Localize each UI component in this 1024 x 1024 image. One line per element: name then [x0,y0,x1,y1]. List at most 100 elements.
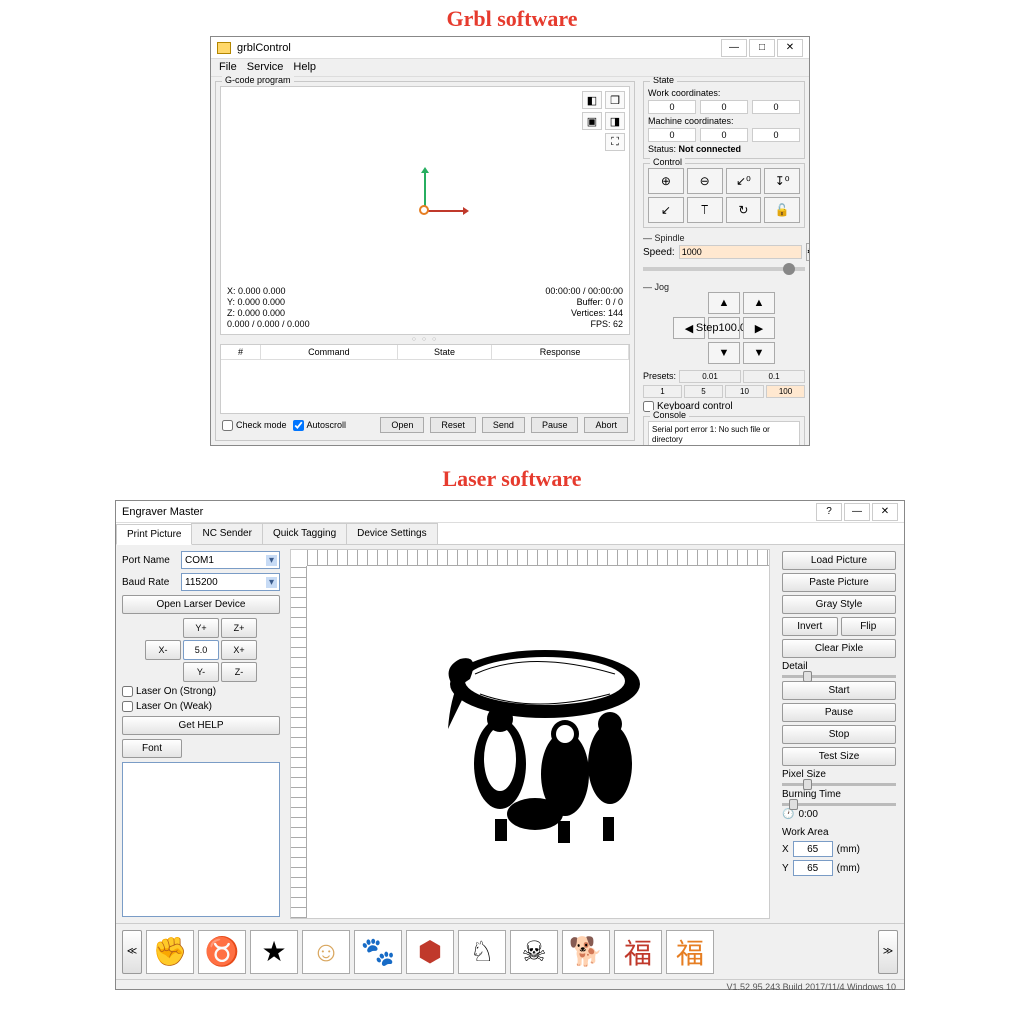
pixel-slider[interactable] [782,783,896,786]
thumbnail-2[interactable]: ★ [250,930,298,974]
spindle-slider[interactable] [643,267,805,271]
get-help-button[interactable]: Get HELP [122,716,280,735]
ctrl-zero-z-icon[interactable]: ↧⁰ [764,168,800,194]
thumbs-prev-button[interactable]: ≪ [122,930,142,974]
viewport[interactable]: ◧ ❒ ▣ ◨ ⛶ X: 0.000 0.000 Y: 0.000 0.000 … [220,86,630,335]
stop-button[interactable]: Stop [782,725,896,744]
ctrl-reset-icon[interactable]: ↻ [726,197,762,223]
laser-strong-checkbox[interactable]: Laser On (Strong) [122,686,280,697]
spindle-speed-input[interactable] [679,245,802,259]
laser-title: Engraver Master [122,506,816,518]
thumbnail-10[interactable]: 福 [666,930,714,974]
jog-right-button[interactable]: ▶ [743,317,775,339]
jog-yp[interactable]: Y+ [183,618,219,638]
laser-minimize-button[interactable]: — [844,503,870,521]
thumbnail-5[interactable]: ⬢ [406,930,454,974]
thumbnail-3[interactable]: ☺ [302,930,350,974]
tab-print-picture[interactable]: Print Picture [116,524,192,545]
thumbnail-9[interactable]: 福 [614,930,662,974]
ctrl-probe-icon[interactable]: ⟙ [687,197,723,223]
work-x-input[interactable] [793,841,833,857]
thumbs-next-button[interactable]: ≫ [878,930,898,974]
tab-quick-tagging[interactable]: Quick Tagging [262,523,347,544]
load-picture-button[interactable]: Load Picture [782,551,896,570]
work-y: 0 [700,100,748,114]
close-button[interactable]: ✕ [777,39,803,57]
preset-100[interactable]: 100 [766,385,805,398]
laser-heading: Laser software [0,460,1024,498]
abort-button[interactable]: Abort [584,417,628,433]
menu-service[interactable]: Service [247,61,284,74]
test-size-button[interactable]: Test Size [782,747,896,766]
view-fit-icon[interactable]: ⛶ [605,133,625,151]
laser-close-button[interactable]: ✕ [872,503,898,521]
minimize-button[interactable]: — [721,39,747,57]
ctrl-unlock-icon[interactable]: 🔓 [764,197,800,223]
view-cube-icon[interactable]: ❒ [605,91,625,109]
preset-1[interactable]: 1 [643,385,682,398]
invert-button[interactable]: Invert [782,617,838,636]
grbl-titlebar: grblControl — □ ✕ [211,37,809,59]
jog-xp[interactable]: X+ [221,640,257,660]
ctrl-zero-xy-icon[interactable]: ↙⁰ [726,168,762,194]
jog-z-down-button[interactable]: ▼ [743,342,775,364]
autoscroll-checkbox[interactable]: Autoscroll [293,420,347,431]
start-button[interactable]: Start [782,681,896,700]
jog-z-up-button[interactable]: ▲ [743,292,775,314]
preset-10[interactable]: 10 [725,385,764,398]
jog-xm[interactable]: X- [145,640,181,660]
jog-zm[interactable]: Z- [221,662,257,682]
laser-weak-checkbox[interactable]: Laser On (Weak) [122,701,280,712]
preset-0.1[interactable]: 0.1 [743,370,805,383]
open-device-button[interactable]: Open Larser Device [122,595,280,614]
port-combo[interactable]: COM1 [181,551,280,569]
send-button[interactable]: Send [482,417,525,433]
baud-combo[interactable]: 115200 [181,573,280,591]
jog-step-input[interactable]: 5.0 [183,640,219,660]
burn-slider[interactable] [782,803,896,806]
text-area[interactable] [122,762,280,917]
ctrl-home-icon[interactable]: ↙ [648,197,684,223]
laser-canvas[interactable] [290,549,770,919]
ctrl-zoom-out-icon[interactable]: ⊖ [687,168,723,194]
gray-style-button[interactable]: Gray Style [782,595,896,614]
tab-nc-sender[interactable]: NC Sender [191,523,262,544]
font-button[interactable]: Font [122,739,182,758]
paste-picture-button[interactable]: Paste Picture [782,573,896,592]
menu-file[interactable]: File [219,61,237,74]
jog-ym[interactable]: Y- [183,662,219,682]
view-top-icon[interactable]: ▣ [582,112,602,130]
view-iso-icon[interactable]: ◧ [582,91,602,109]
pause-button[interactable]: Pause [531,417,579,433]
pause-button-laser[interactable]: Pause [782,703,896,722]
jog-up-button[interactable]: ▲ [708,292,740,314]
work-y-input[interactable] [793,860,833,876]
splitter-handle[interactable]: ○ ○ ○ [220,335,630,344]
detail-slider[interactable] [782,675,896,678]
reset-button[interactable]: Reset [430,417,476,433]
jog-down-button[interactable]: ▼ [708,342,740,364]
preset-5[interactable]: 5 [684,385,723,398]
thumbnail-7[interactable]: ☠ [510,930,558,974]
jog-zp[interactable]: Z+ [221,618,257,638]
laser-help-button[interactable]: ? [816,503,842,521]
jog-step-display[interactable]: Step100.00 [708,317,740,339]
maximize-button[interactable]: □ [749,39,775,57]
view-side-icon[interactable]: ◨ [605,112,625,130]
jog-panel: — Jog ▲▲ ◀ Step100.00 ▶ ▼▼ Presets: 0.01… [643,281,805,412]
thumbnail-1[interactable]: ♉ [198,930,246,974]
thumbnail-0[interactable]: ✊ [146,930,194,974]
check-mode-checkbox[interactable]: Check mode [222,420,287,431]
menu-help[interactable]: Help [293,61,316,74]
gear-icon[interactable]: ⚙ [806,243,809,261]
tab-device-settings[interactable]: Device Settings [346,523,437,544]
thumbnail-6[interactable]: ♘ [458,930,506,974]
flip-button[interactable]: Flip [841,617,897,636]
open-button[interactable]: Open [380,417,424,433]
thumbnail-4[interactable]: 🐾 [354,930,402,974]
ctrl-zoom-in-icon[interactable]: ⊕ [648,168,684,194]
clear-pixel-button[interactable]: Clear Pixle [782,639,896,658]
thumbnail-8[interactable]: 🐕 [562,930,610,974]
grbl-window: grblControl — □ ✕ File Service Help G-co… [210,36,810,446]
preset-0.01[interactable]: 0.01 [679,370,741,383]
